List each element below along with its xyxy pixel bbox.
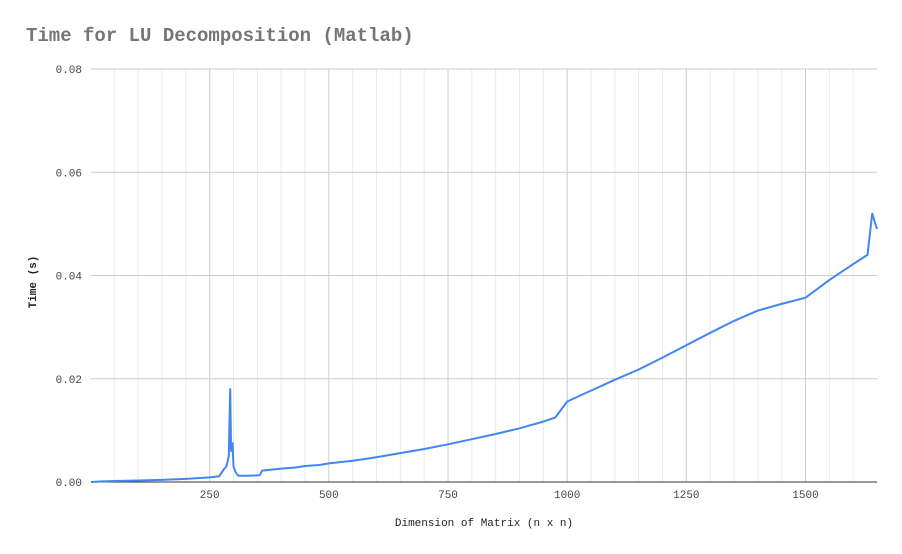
chart-title: Time for LU Decomposition (Matlab): [26, 25, 414, 47]
y-tick-label: 0.08: [56, 65, 82, 77]
y-tick-label: 0.04: [56, 272, 83, 284]
x-tick-label: 1000: [554, 490, 580, 502]
x-tick-label: 1500: [792, 490, 818, 502]
y-axis-label: Time (s): [28, 256, 40, 309]
y-tick-label: 0.06: [56, 168, 82, 180]
x-tick-label: 500: [319, 490, 339, 502]
y-tick-label: 0.00: [56, 478, 82, 490]
x-tick-label: 250: [200, 490, 220, 502]
x-tick-label: 1250: [673, 490, 699, 502]
y-tick-label: 0.02: [56, 375, 82, 387]
series-line: [90, 212, 878, 483]
series-layer: [90, 212, 878, 483]
major-gridlines: [91, 68, 877, 482]
x-axis-ticks: 250 500 750 1000 1250 1500: [200, 490, 819, 502]
y-axis-ticks: 0.00 0.02 0.04 0.06 0.08: [56, 65, 83, 490]
x-axis-label: Dimension of Matrix (n x n): [395, 518, 573, 530]
x-tick-label: 750: [438, 490, 458, 502]
